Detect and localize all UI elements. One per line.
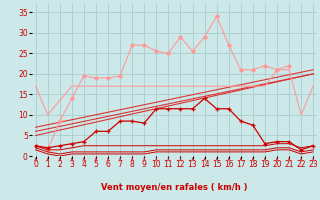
X-axis label: Vent moyen/en rafales ( km/h ): Vent moyen/en rafales ( km/h ) xyxy=(101,183,248,192)
